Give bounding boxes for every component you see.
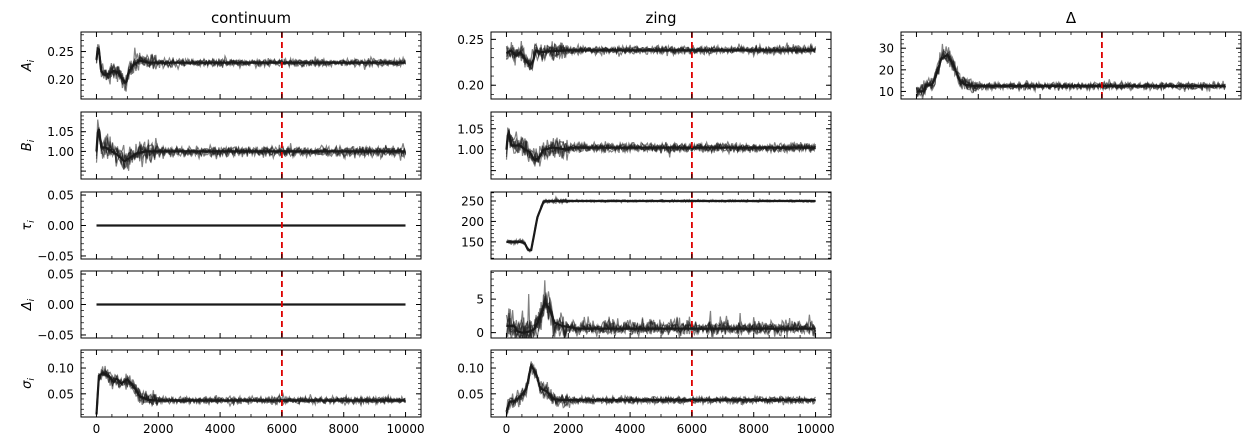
walker-trace <box>506 197 816 252</box>
walker-traces <box>505 195 816 254</box>
mean-trace <box>505 362 816 413</box>
y-tick-label: −0.05 <box>37 328 74 342</box>
x-tick-label: 10000 <box>796 422 834 436</box>
y-tick-label: 1.05 <box>457 122 484 136</box>
mean-trace <box>95 128 406 163</box>
walker-trace <box>95 47 407 86</box>
panel-continuum-row4: 0 2000 4000 6000 8000 10000 0.05 0.10 σi <box>20 349 425 436</box>
y-tick-label: 1.00 <box>457 143 484 157</box>
mean-trace <box>95 371 406 415</box>
axes-frame <box>80 111 422 180</box>
x-tick-label: 4000 <box>615 422 646 436</box>
y-tick-label: 0.00 <box>47 219 74 233</box>
walker-traces <box>505 40 817 72</box>
y-tick-label: 150 <box>461 235 484 249</box>
axes-frame <box>490 31 832 100</box>
y-tick-label: 0.05 <box>457 387 484 401</box>
panel-zing-row0: 0.20 0.25 <box>457 31 832 100</box>
column-title-zing: zing <box>645 9 676 27</box>
walker-trace <box>95 48 406 91</box>
walker-trace <box>506 198 816 252</box>
walker-traces <box>505 127 817 167</box>
panel-zing-row2: 150 200 250 <box>461 191 832 260</box>
walker-trace <box>95 365 407 414</box>
y-tick-label: 250 <box>461 194 484 208</box>
y-tick-label: 20 <box>879 63 894 77</box>
y-tick-label: 1.05 <box>47 125 74 139</box>
x-tick-label: 6000 <box>267 422 298 436</box>
walker-traces <box>505 361 817 417</box>
y-tick-label: 0.05 <box>47 387 74 401</box>
walker-trace <box>915 50 1227 99</box>
panels-group: 0.200.25Ai1.001.05Bi−0.050.000.05τi−0.05… <box>20 31 1242 436</box>
y-tick-label: 5 <box>476 293 484 307</box>
x-tick-label: 0 <box>93 422 101 436</box>
y-tick-label: 0.05 <box>47 268 74 282</box>
x-tick-label: 8000 <box>328 422 359 436</box>
y-tick-label: −0.05 <box>37 249 74 263</box>
panel-continuum-row1: 1.00 1.05 Bi <box>20 111 422 180</box>
column-title-continuum: continuum <box>211 9 291 27</box>
walker-traces <box>95 119 407 171</box>
mean-trace <box>505 128 816 162</box>
y-tick-label: 10 <box>879 85 894 99</box>
panel-delta-row0: 10 20 30 <box>879 31 1242 100</box>
column-title-delta: Δ <box>1066 9 1077 27</box>
x-tick-label: 10000 <box>386 422 424 436</box>
x-tick-label: 0 <box>503 422 511 436</box>
y-tick-label: 0.05 <box>47 189 74 203</box>
mean-trace <box>505 49 816 67</box>
y-axis-label: Bi <box>20 139 37 151</box>
x-tick-label: 6000 <box>677 422 708 436</box>
y-tick-label: 0.20 <box>457 79 484 93</box>
walker-trace <box>506 195 816 251</box>
walker-trace <box>506 197 816 253</box>
walker-trace <box>95 48 406 92</box>
walker-traces <box>95 365 407 416</box>
x-tick-label: 2000 <box>553 422 584 436</box>
y-axis-label: Ai <box>20 59 37 72</box>
walker-trace <box>505 365 816 417</box>
walker-trace <box>506 198 816 252</box>
panel-continuum-row3: −0.05 0.00 0.05 Δi <box>20 268 422 342</box>
walker-trace <box>95 369 407 413</box>
mean-trace <box>506 199 816 252</box>
y-tick-label: 30 <box>879 42 894 56</box>
mean-trace <box>916 53 1226 93</box>
walker-trace <box>505 361 817 413</box>
walker-trace <box>95 119 407 168</box>
y-tick-label: 0.10 <box>457 362 484 376</box>
y-tick-label: 0.20 <box>47 73 74 87</box>
y-tick-label: 1.00 <box>47 145 74 159</box>
y-tick-label: 0.00 <box>47 298 74 312</box>
y-axis-label: τi <box>20 220 37 231</box>
panel-zing-row1: 1.00 1.05 <box>457 111 832 180</box>
walker-trace <box>505 365 816 415</box>
panel-zing-row4: 0 2000 4000 6000 8000 10000 0.05 0.10 <box>457 349 835 436</box>
panel-zing-row3: 05 <box>476 270 832 340</box>
walker-traces <box>505 280 817 338</box>
y-axis-label: σi <box>20 378 37 389</box>
x-tick-label: 2000 <box>143 422 174 436</box>
walker-trace <box>505 362 816 416</box>
y-tick-label: 0.25 <box>47 45 74 59</box>
walker-traces <box>95 44 407 92</box>
y-tick-label: 200 <box>461 215 484 229</box>
y-tick-label: 0.10 <box>47 362 74 376</box>
y-tick-label: 0.25 <box>457 33 484 47</box>
y-axis-label: Δi <box>20 298 37 311</box>
y-tick-label: 0 <box>476 326 484 340</box>
x-tick-label: 4000 <box>205 422 236 436</box>
mean-trace <box>95 46 406 84</box>
panel-continuum-row2: −0.05 0.00 0.05 τi <box>20 189 422 263</box>
x-tick-label: 8000 <box>738 422 769 436</box>
walker-traces <box>915 43 1227 99</box>
walker-trace <box>505 198 816 254</box>
mean-trace <box>506 302 816 334</box>
walker-trace <box>95 49 407 89</box>
panel-continuum-row0: 0.20 0.25 Ai <box>20 31 422 100</box>
